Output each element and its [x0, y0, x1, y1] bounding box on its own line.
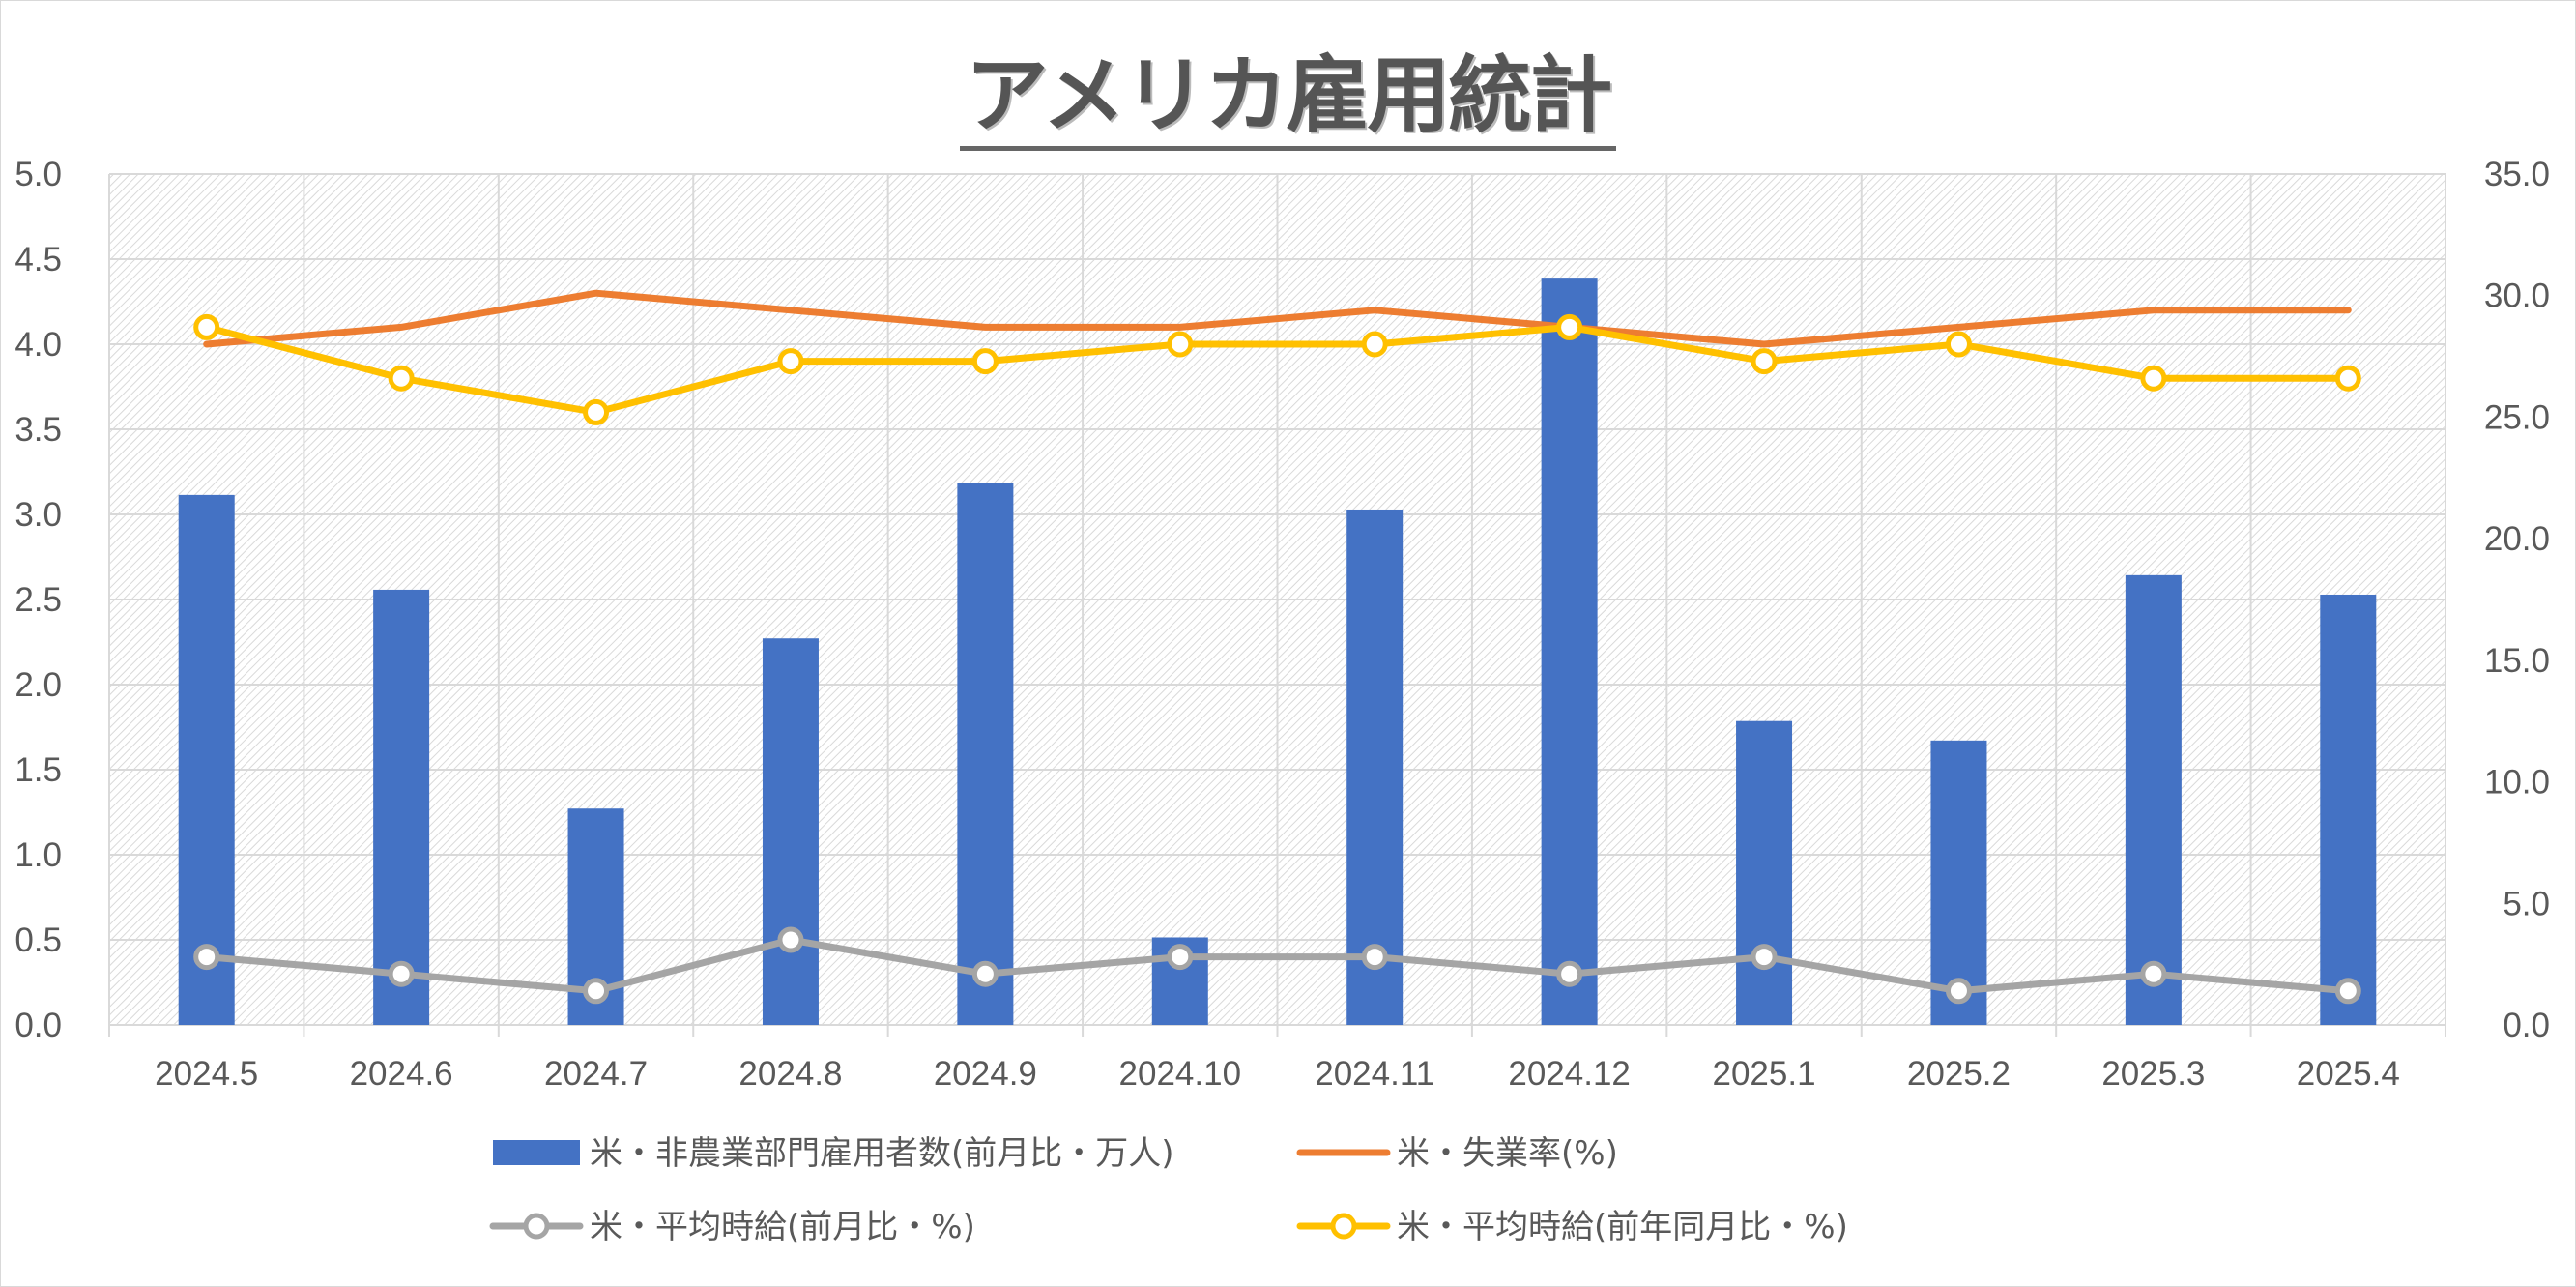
- left-tick-label: 4.5: [14, 241, 62, 278]
- left-tick-label: 3.0: [14, 496, 62, 534]
- line-marker: [1361, 944, 1388, 971]
- line-marker: [971, 348, 999, 375]
- line-marker: [777, 926, 804, 953]
- x-tick-label: 2024.9: [934, 1055, 1037, 1093]
- gridlines: [108, 173, 2446, 1037]
- right-tick-label: 25.0: [2484, 398, 2550, 436]
- x-axis: 2024.5 2024.6 2024.7 2024.8 2024.9 2024.10 202…: [155, 1055, 2400, 1093]
- line-marker: [388, 960, 415, 987]
- right-y-axis: 0.0 5.0 10.0 15.0 20.0 25.0 30.0 35.0: [2484, 156, 2550, 1044]
- line-marker: [1751, 944, 1778, 971]
- bar: [1346, 509, 1404, 1025]
- line-marker: [583, 398, 610, 425]
- line-series: [193, 289, 2361, 1005]
- series-line: [203, 323, 2352, 416]
- line-marker: [193, 313, 220, 340]
- line-marker: [2140, 960, 2167, 987]
- left-tick-label: 1.0: [14, 836, 62, 874]
- bar: [762, 638, 819, 1025]
- x-tick-label: 2025.3: [2101, 1055, 2205, 1093]
- left-tick-label: 2.0: [14, 666, 62, 704]
- line-marker: [388, 365, 415, 392]
- bar: [2320, 594, 2377, 1025]
- line-marker: [1945, 978, 1972, 1005]
- legend-label: 米・平均時給(前年同月比・%): [1397, 1208, 1848, 1246]
- bar: [1541, 278, 1598, 1026]
- left-tick-label: 0.0: [14, 1007, 62, 1044]
- right-tick-label: 10.0: [2484, 764, 2550, 802]
- right-tick-label: 30.0: [2484, 278, 2550, 315]
- bar-series: [178, 278, 2377, 1026]
- line-marker: [971, 960, 999, 987]
- legend-label: 米・非農業部門雇用者数(前月比・万人): [590, 1134, 1174, 1173]
- line-marker: [1167, 944, 1194, 971]
- bar: [1930, 740, 1987, 1025]
- line-marker: [2334, 365, 2361, 392]
- line-marker: [1361, 331, 1388, 358]
- x-tick-label: 2025.2: [1907, 1055, 2011, 1093]
- left-y-axis: 0.0 0.5 1.0 1.5 2.0 2.5 3.0 3.5 4.0 4.5 5.0: [14, 156, 62, 1044]
- series-line: [203, 936, 2352, 995]
- right-tick-label: 0.0: [2503, 1007, 2550, 1044]
- series-line: [203, 289, 2352, 348]
- legend-swatch-marker: [523, 1213, 550, 1240]
- left-tick-label: 5.0: [14, 156, 62, 193]
- line-marker: [777, 348, 804, 375]
- left-tick-label: 3.5: [14, 411, 62, 449]
- x-tick-label: 2024.10: [1119, 1055, 1242, 1093]
- legend-swatch-bar: [493, 1140, 580, 1165]
- chart-title-container: アメリカ雇用統計: [0, 27, 2576, 151]
- line-marker: [1556, 313, 1583, 340]
- left-tick-label: 2.5: [14, 581, 62, 619]
- x-tick-label: 2024.8: [738, 1055, 842, 1093]
- x-tick-label: 2024.11: [1315, 1055, 1434, 1093]
- x-tick-label: 2025.1: [1713, 1055, 1816, 1093]
- legend-swatch-marker: [1330, 1213, 1357, 1240]
- line-marker: [1556, 960, 1583, 987]
- left-tick-label: 4.0: [14, 326, 62, 364]
- x-tick-label: 2024.12: [1508, 1055, 1631, 1093]
- left-tick-label: 1.5: [14, 751, 62, 789]
- line-marker: [1167, 331, 1194, 358]
- bar: [373, 589, 430, 1025]
- line-marker: [193, 944, 220, 971]
- legend: 米・非農業部門雇用者数(前月比・万人) 米・失業率(%) 米・平均時給(前月比・%)…: [489, 1134, 1848, 1246]
- bar: [1736, 720, 1793, 1025]
- right-tick-label: 5.0: [2503, 885, 2550, 922]
- line-marker: [1945, 331, 1972, 358]
- right-tick-label: 15.0: [2484, 642, 2550, 680]
- bar: [957, 483, 1014, 1025]
- x-tick-label: 2024.6: [350, 1055, 453, 1093]
- chart-title: アメリカ雇用統計: [959, 47, 1617, 151]
- right-tick-label: 35.0: [2484, 156, 2550, 193]
- line-marker: [2140, 365, 2167, 392]
- bar: [178, 494, 235, 1025]
- legend-label: 米・失業率(%): [1397, 1134, 1618, 1173]
- left-tick-label: 0.5: [14, 921, 62, 959]
- x-tick-label: 2024.5: [155, 1055, 258, 1093]
- line-marker: [583, 978, 610, 1005]
- legend-label: 米・平均時給(前月比・%): [590, 1208, 975, 1246]
- x-tick-label: 2024.7: [544, 1055, 648, 1093]
- right-tick-label: 20.0: [2484, 520, 2550, 558]
- bar: [2125, 574, 2182, 1025]
- x-tick-label: 2025.4: [2297, 1055, 2400, 1093]
- line-marker: [1751, 348, 1778, 375]
- line-marker: [2334, 978, 2361, 1005]
